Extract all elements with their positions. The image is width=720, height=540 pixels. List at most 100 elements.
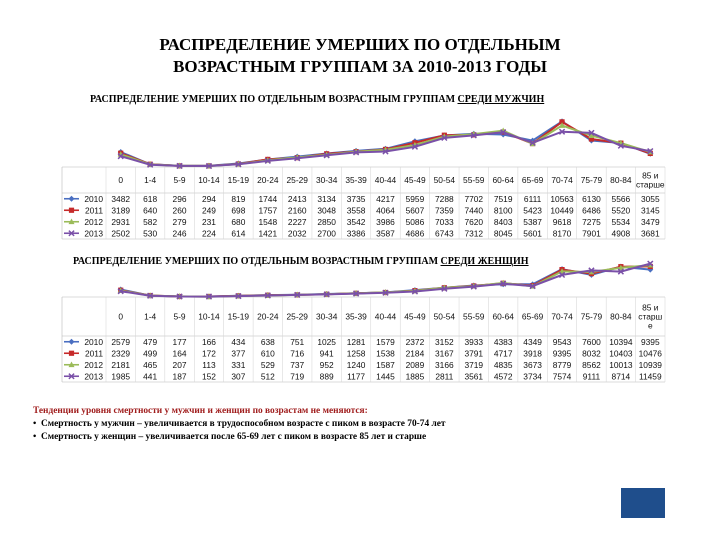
legend-entry-2010: 2010: [84, 337, 103, 347]
data-label: 1421: [258, 228, 277, 238]
data-label: 5534: [612, 217, 631, 227]
data-point-2011: [559, 119, 565, 125]
data-label: 4064: [376, 205, 395, 215]
data-point-2013: [529, 139, 536, 146]
data-label: 889: [320, 371, 334, 381]
data-label: 3055: [641, 194, 660, 204]
data-point-2013: [352, 290, 360, 297]
data-label: 7620: [464, 217, 483, 227]
notes-item-women: • Смертность у женщин – увеличивается по…: [33, 432, 427, 442]
data-point-2013: [441, 134, 448, 142]
x-tick-label: 5-9: [173, 175, 185, 185]
legend-entry-2010: 2010: [84, 194, 103, 204]
data-label: 1548: [258, 217, 277, 227]
x-tick-label: 25-29: [287, 175, 309, 185]
data-label: 6743: [435, 228, 454, 238]
data-point-2013: [500, 129, 507, 136]
data-label: 231: [202, 217, 216, 227]
data-label: 7312: [464, 228, 483, 238]
notes: Тенденции уровня смертности у мужчин и ж…: [33, 405, 693, 444]
x-tick-label: 50-54: [434, 175, 456, 185]
x-tick-label: 30-34: [316, 175, 338, 185]
data-label: 698: [231, 205, 245, 215]
women-chart-title-prefix: РАСПРЕДЕЛЕНИЕ УМЕРШИХ ПО ОТДЕЛЬНЫМ ВОЗРА…: [73, 256, 441, 267]
data-point-2012: [559, 122, 566, 128]
men-chart-title-underlined: СРЕДИ МУЖЧИН: [457, 94, 545, 105]
data-label: 3145: [641, 205, 660, 215]
data-label: 680: [231, 217, 245, 227]
data-label: 5086: [406, 217, 425, 227]
legend-entry-2011: 2011: [85, 348, 103, 358]
data-label: 952: [320, 360, 334, 370]
legend-entry-2011: 2011: [85, 205, 103, 215]
data-label: 10563: [550, 194, 574, 204]
data-label: 3681: [641, 228, 660, 238]
data-label: 4686: [406, 228, 425, 238]
data-label: 1538: [376, 348, 395, 358]
data-label: 2811: [435, 371, 453, 381]
legend-entry-2012: 2012: [84, 360, 103, 370]
data-point-2013: [205, 293, 213, 300]
data-label: 296: [173, 194, 187, 204]
data-point-2012: [588, 132, 595, 138]
data-label: 8100: [494, 205, 513, 215]
data-label: 1445: [376, 371, 395, 381]
data-point-2013: [382, 289, 389, 296]
data-label: 249: [202, 205, 216, 215]
data-label: 7702: [464, 194, 483, 204]
data-label: 2372: [406, 337, 425, 347]
data-label: 10939: [639, 360, 663, 370]
data-point-2013: [558, 271, 566, 279]
data-label: 3561: [464, 371, 483, 381]
data-label: 3189: [111, 205, 130, 215]
data-label: 4383: [494, 337, 513, 347]
data-label: 4572: [494, 371, 513, 381]
data-point-2013: [352, 149, 360, 156]
data-label: 2700: [317, 228, 336, 238]
data-label: 3479: [641, 217, 660, 227]
data-label: 614: [231, 228, 245, 238]
data-label: 2931: [111, 217, 130, 227]
data-label: 5959: [406, 194, 425, 204]
data-label: 3167: [435, 348, 454, 358]
data-label: 441: [143, 371, 157, 381]
page-title-line1: РАСПРЕДЕЛЕНИЕ УМЕРШИХ ПО ОТДЕЛЬНЫМ: [159, 35, 561, 54]
data-point-2013: [176, 293, 183, 300]
x-tick-label: 15-19: [228, 312, 250, 322]
data-label: 2184: [406, 348, 425, 358]
x-tick-label: 75-79: [581, 312, 603, 322]
data-point-2012: [617, 264, 624, 271]
legend-key-marker-2013: [68, 230, 75, 237]
data-label: 1744: [258, 194, 277, 204]
data-label: 3152: [435, 337, 454, 347]
legend-entry-2012: 2012: [84, 217, 103, 227]
data-point-2013: [235, 292, 242, 300]
x-tick-label: 85 и: [642, 303, 659, 313]
data-point-2013: [205, 162, 213, 170]
data-label: 7519: [494, 194, 513, 204]
x-tick-label: 45-49: [404, 312, 426, 322]
data-point-2013: [117, 153, 124, 160]
data-label: 1177: [347, 371, 365, 381]
data-label: 7600: [582, 337, 601, 347]
x-tick-label: 1-4: [144, 175, 156, 185]
data-label: 6111: [524, 194, 542, 204]
data-label: 7440: [464, 205, 483, 215]
x-tick-label: 1-4: [144, 312, 156, 322]
x-tick-label: 45-49: [404, 175, 426, 185]
x-tick-label: 75-79: [581, 175, 603, 185]
data-label: 6486: [582, 205, 601, 215]
data-label: 177: [173, 337, 187, 347]
data-label: 2579: [111, 337, 130, 347]
data-point-2013: [411, 143, 419, 150]
data-label: 3386: [347, 228, 366, 238]
data-label: 9543: [553, 337, 572, 347]
x-tick-label: 40-44: [375, 175, 397, 185]
data-label: 3734: [523, 371, 542, 381]
x-tick-label: 0: [118, 312, 123, 322]
legend-key-marker-2012: [68, 361, 75, 368]
data-label: 5387: [523, 217, 542, 227]
data-label: 3673: [523, 360, 542, 370]
x-tick-label: 25-29: [287, 312, 309, 322]
